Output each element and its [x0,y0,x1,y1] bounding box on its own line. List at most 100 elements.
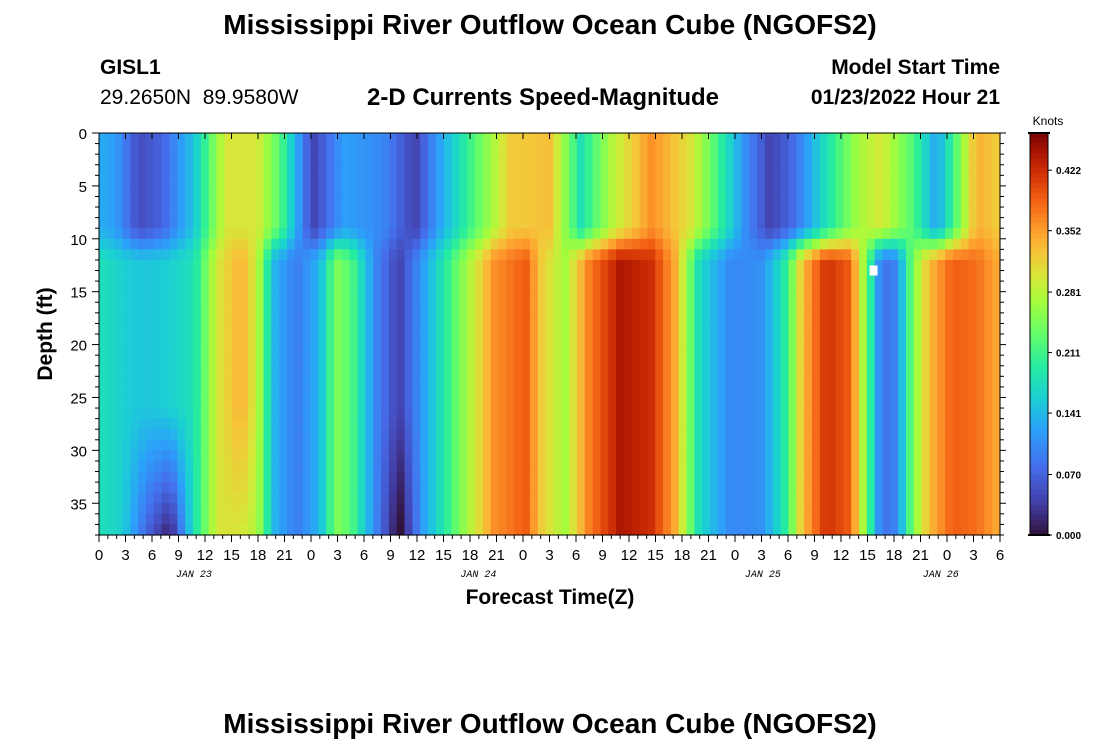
heat-cell [451,323,460,335]
heat-cell [240,408,249,420]
heat-cell [725,429,735,441]
heat-cell [639,207,649,219]
heat-cell [224,302,233,314]
heat-cell [694,492,703,504]
heat-cell [412,365,421,377]
heat-cell [169,397,178,409]
heat-cell [302,259,312,272]
heat-cell [952,482,962,494]
heat-cell [811,164,821,176]
heat-cell [396,323,406,335]
heat-cell [279,492,288,504]
heat-cell [326,238,335,250]
heat-cell [279,471,288,483]
heat-cell [921,249,931,261]
heat-cell [365,471,374,483]
heat-cell [208,429,218,441]
heat-cell [490,207,500,219]
heat-cell [341,471,351,483]
heat-cell [381,450,390,462]
heat-cell [921,154,931,166]
heat-cell [600,291,609,303]
heat-cell [874,365,884,377]
heat-cell [882,217,891,229]
heat-cell [686,376,696,388]
heat-cell [937,482,946,494]
heat-cell [663,365,672,377]
heat-cell [905,259,915,272]
heat-cell [334,228,343,240]
heat-cell [240,450,249,462]
heat-cell [835,259,844,272]
heat-cell [937,418,946,430]
heat-cell [647,344,656,356]
heat-cell [357,143,366,155]
heat-cell [725,270,735,282]
heat-cell [388,397,398,409]
heat-cell [592,259,602,272]
heat-cell [357,334,366,346]
heat-cell [302,386,312,399]
heat-cell [937,492,946,504]
heat-cell [663,249,672,261]
heat-cell [780,429,790,441]
heat-cell [498,344,507,356]
heat-cell [334,154,343,166]
heat-cell [623,302,633,314]
heat-cell [357,217,366,229]
heat-cell [976,133,985,145]
heat-cell [843,460,852,473]
heat-cell [788,429,797,441]
heat-cell [99,281,108,293]
heat-cell [388,281,398,293]
heat-cell [240,196,249,208]
heat-cell [255,196,265,208]
heat-cell [592,228,602,240]
heat-cell [890,175,899,187]
heat-cell [788,418,797,430]
heat-cell [843,344,852,356]
heat-cell [467,281,476,293]
heat-cell [921,503,931,515]
heat-cell [545,143,555,155]
heat-cell [780,164,790,176]
heat-cell [984,376,993,388]
heat-cell [772,397,782,409]
heat-cell [224,143,233,155]
heat-cell [529,217,539,229]
heat-cell [858,207,868,219]
heat-cell [177,217,186,229]
heat-cell [655,344,664,356]
heat-cell [898,164,907,176]
heat-cell [146,302,155,314]
heat-cell [616,376,625,388]
heat-cell [475,238,484,250]
heat-cell [106,175,116,187]
heat-cell [334,185,343,198]
heat-cell [764,429,774,441]
heat-cell [514,450,523,462]
heat-cell [271,397,280,409]
heat-cell [757,281,766,293]
heat-cell [326,281,335,293]
heat-cell [506,355,515,367]
heat-cell [302,312,312,325]
heat-cell [435,397,445,409]
heat-cell [561,355,570,367]
heat-cell [569,133,578,145]
heat-cell [976,408,985,420]
colorbar-swatch [1030,469,1048,476]
heat-cell [271,196,280,208]
heat-cell [694,217,703,229]
heat-cell [146,397,155,409]
heat-cell [412,185,421,198]
heat-cell [843,259,852,272]
heat-cell [255,249,265,261]
heat-cell [302,238,312,250]
heat-cell [490,259,500,272]
heat-cell [545,228,555,240]
heat-cell [522,281,531,293]
heat-cell [459,492,468,504]
heat-cell [99,249,108,261]
heat-cell [592,397,602,409]
